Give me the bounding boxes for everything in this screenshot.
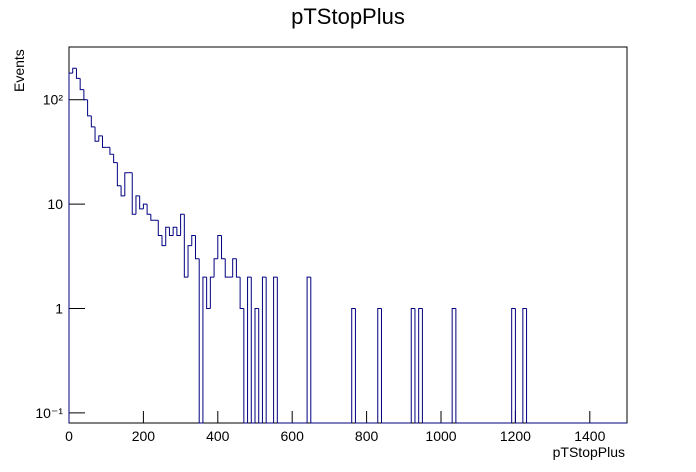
histogram-bin <box>273 276 278 423</box>
histogram-bin <box>116 162 122 187</box>
histogram-bin <box>124 172 129 196</box>
y-tick-label: 10² <box>43 92 64 108</box>
histogram-bin <box>183 214 189 278</box>
histogram-bin <box>261 276 267 423</box>
histogram-bin <box>254 307 259 423</box>
histogram-bin <box>202 276 207 423</box>
histogram-bin <box>75 68 81 79</box>
histogram-bin <box>165 226 170 246</box>
histogram-bin <box>94 126 99 142</box>
histogram-bin <box>522 307 527 423</box>
histogram-bin <box>377 307 382 423</box>
histogram-bin <box>168 227 174 237</box>
y-tick-label: 10⁻¹ <box>35 405 63 421</box>
x-tick-label: 200 <box>132 428 156 444</box>
histogram-bin <box>213 258 218 278</box>
histogram-bin <box>247 276 252 423</box>
histogram-bin <box>414 308 419 424</box>
histogram-bin <box>161 235 166 247</box>
x-tick-label: 1400 <box>574 428 605 444</box>
histogram-bin <box>109 147 114 155</box>
histogram-bin <box>98 135 103 142</box>
x-tick-label: 1000 <box>425 428 456 444</box>
histogram-bin <box>421 308 427 424</box>
x-tick-label: 1200 <box>500 428 531 444</box>
histogram-bin <box>131 172 136 215</box>
histogram-bin <box>455 308 460 424</box>
histogram-bin <box>217 235 222 259</box>
histogram-bin <box>90 115 96 128</box>
x-tick-label: 400 <box>206 428 230 444</box>
histogram-bin <box>113 154 118 164</box>
histogram-bin <box>172 226 177 236</box>
histogram-bin <box>83 89 88 101</box>
histogram-bin <box>101 135 107 148</box>
histogram-bin <box>380 308 386 424</box>
y-tick-label: 1 <box>55 300 63 316</box>
histogram-bin <box>276 277 282 424</box>
histogram-bin <box>250 277 255 424</box>
histogram-bin <box>79 78 84 91</box>
histogram-bin <box>135 195 140 215</box>
histogram-bin <box>418 307 423 423</box>
histogram-bin <box>146 204 151 215</box>
histogram-bin <box>235 258 241 278</box>
histogram-bin <box>87 99 92 117</box>
histogram-bin <box>410 307 415 423</box>
histogram-bin <box>354 308 360 424</box>
histogram-bin <box>191 235 196 246</box>
histogram-bin <box>258 308 263 424</box>
histogram-bin <box>310 277 315 424</box>
histogram-bin <box>351 307 356 423</box>
x-axis-label: pTStopPlus <box>553 444 625 460</box>
histogram-bin <box>232 258 237 278</box>
histogram-bin <box>150 214 155 221</box>
histogram-bin <box>198 258 203 424</box>
histogram-bin <box>239 277 244 309</box>
histogram-bin <box>511 307 516 423</box>
histogram-bin <box>194 235 200 260</box>
histogram-bin <box>142 203 148 209</box>
histogram-bin <box>243 308 248 424</box>
histogram-bin <box>514 308 520 424</box>
histogram-bin <box>180 213 185 236</box>
histogram-bin <box>265 277 270 424</box>
histogram-bin <box>72 67 77 74</box>
histogram-bin <box>221 235 226 260</box>
x-tick-label: 600 <box>281 428 305 444</box>
histogram-bin <box>68 72 73 423</box>
y-axis-label: Events <box>11 49 27 92</box>
x-tick-label: 800 <box>355 428 379 444</box>
histogram-bin <box>224 258 229 278</box>
histogram-bin <box>157 220 162 237</box>
histogram-bin <box>206 277 211 309</box>
histogram-bin <box>187 245 192 278</box>
histogram-bin <box>176 227 181 237</box>
histogram-bin <box>306 276 311 423</box>
histogram-bin <box>451 307 456 423</box>
x-tick-label: 0 <box>65 428 73 444</box>
histogram-bin <box>209 276 215 309</box>
chart-title: pTStopPlus <box>291 4 405 29</box>
histogram-bin <box>120 185 125 197</box>
y-tick-label: 10 <box>47 196 63 212</box>
histogram-bin <box>526 308 531 424</box>
histogram-bin <box>139 195 144 210</box>
